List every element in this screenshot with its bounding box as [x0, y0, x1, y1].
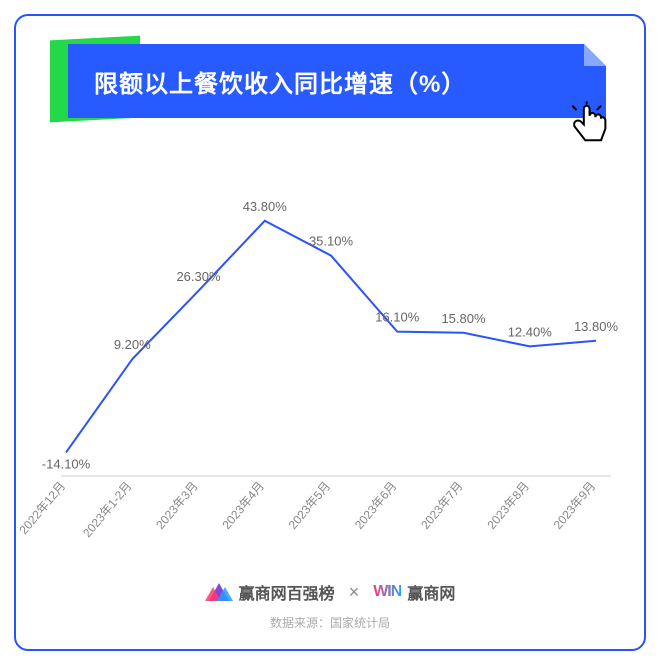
svg-text:2023年8月: 2023年8月 — [484, 479, 532, 532]
svg-text:2023年4月: 2023年4月 — [219, 479, 267, 532]
data-source: 数据来源：国家统计局 — [16, 614, 644, 631]
svg-text:9.20%: 9.20% — [114, 337, 151, 352]
source-label: 数据来源： — [270, 616, 330, 630]
line-chart: -14.10%9.20%26.30%43.80%35.10%16.10%15.8… — [56, 186, 616, 546]
svg-text:43.80%: 43.80% — [243, 199, 288, 214]
brand-2-text: 赢商网 — [407, 580, 455, 604]
chart-card: 限额以上餐饮收入同比增速（%） -14.10% 9.20% 26.30% 43.80%… — [14, 14, 646, 651]
chart-title: 限额以上餐饮收入同比增速（%） — [94, 64, 466, 99]
brand-separator: × — [349, 582, 360, 603]
svg-text:2023年1-2月: 2023年1-2月 — [80, 479, 134, 540]
svg-text:2022年12月: 2022年12月 — [16, 479, 68, 537]
brand-2-logo-icon: WIN — [373, 583, 401, 601]
svg-text:12.40%: 12.40% — [508, 324, 553, 339]
svg-text:2023年5月: 2023年5月 — [286, 479, 334, 532]
brand-1: 赢商网百强榜 — [205, 580, 335, 604]
chart-svg: -14.10%9.20%26.30%43.80%35.10%16.10%15.8… — [56, 186, 616, 546]
svg-text:13.80%: 13.80% — [574, 319, 619, 334]
svg-text:-14.10%: -14.10% — [42, 456, 91, 471]
svg-text:16.10%: 16.10% — [375, 310, 420, 325]
svg-text:26.30%: 26.30% — [176, 269, 221, 284]
page-fold-corner — [584, 44, 606, 66]
svg-text:35.10%: 35.10% — [309, 234, 354, 249]
svg-text:2023年6月: 2023年6月 — [352, 479, 400, 532]
source-value: 国家统计局 — [330, 616, 390, 630]
svg-text:15.80%: 15.80% — [441, 311, 486, 326]
brand-row: 赢商网百强榜 × WIN 赢商网 — [16, 580, 644, 604]
title-banner-blue: 限额以上餐饮收入同比增速（%） — [68, 44, 606, 118]
cursor-hand-icon — [568, 100, 614, 146]
svg-text:2023年3月: 2023年3月 — [153, 479, 201, 532]
svg-text:2023年7月: 2023年7月 — [418, 479, 466, 532]
brand-1-logo-icon — [205, 581, 233, 603]
brand-2: WIN 赢商网 — [373, 580, 455, 604]
brand-1-text: 赢商网百强榜 — [239, 580, 335, 604]
title-banner: 限额以上餐饮收入同比增速（%） — [50, 38, 610, 138]
footer: 赢商网百强榜 × WIN 赢商网 数据来源：国家统计局 — [16, 580, 644, 631]
svg-text:2023年9月: 2023年9月 — [551, 479, 599, 532]
